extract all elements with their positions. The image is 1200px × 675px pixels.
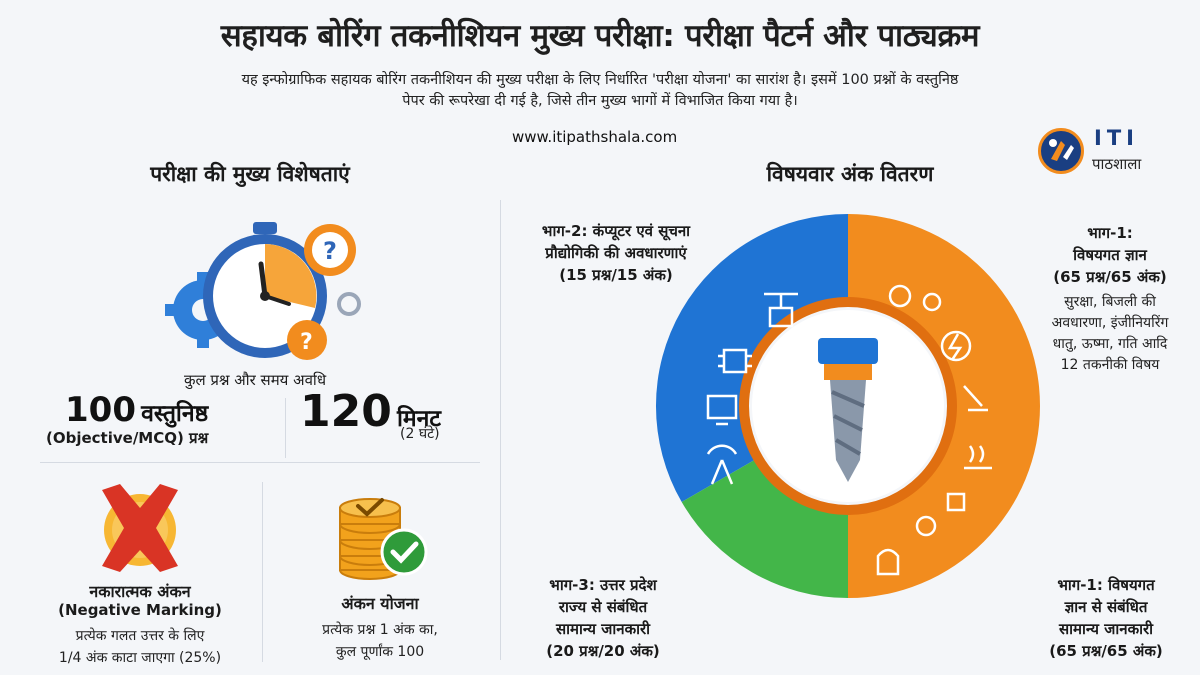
chip-icon xyxy=(718,348,752,374)
lightning-icon xyxy=(940,330,972,362)
negative-line-2: 1/4 अंक काटा जाएगा (25%) xyxy=(58,650,222,666)
left-section-heading: परीक्षा की मुख्य विशेषताएं xyxy=(150,162,350,186)
marking-title: अंकन योजना xyxy=(341,594,419,613)
welding-icon xyxy=(963,385,988,412)
computer-icon xyxy=(706,394,738,426)
part2-line-2: प्रौद्योगिकी की अवधारणाएं xyxy=(545,244,687,262)
part1-top-desc-1: सुरक्षा, बिजली की xyxy=(1064,294,1156,310)
questions-sub: (Objective/MCQ) प्रश्न xyxy=(46,429,209,447)
question-icon: ? ? xyxy=(287,224,356,360)
duration-number: 120 xyxy=(300,386,392,437)
part1-top-line-3: (65 प्रश्न/65 अंक) xyxy=(1053,268,1167,286)
time-caption: कुल प्रश्न और समय अवधि xyxy=(183,371,327,389)
part3-line-2: राज्य से संबंधित xyxy=(558,598,648,616)
part1-bottom-line-4: (65 प्रश्न/65 अंक) xyxy=(1049,642,1163,660)
negative-title: नकारात्मक अंकन xyxy=(89,582,191,601)
part3-line-4: (20 प्रश्न/20 अंक) xyxy=(546,642,660,660)
part1-top-desc-3: धातु, ऊष्मा, गति आदि xyxy=(1052,336,1168,352)
duration-stat: 120 मिनट xyxy=(300,386,500,437)
part1-top-line-1: भाग-1: xyxy=(1087,224,1133,242)
page-title: सहायक बोरिंग तकनीशियन मुख्य परीक्षा: परी… xyxy=(220,18,980,54)
part3-line-3: सामान्य जानकारी xyxy=(556,620,650,638)
part3-line-1: भाग-3: उत्तर प्रदेश xyxy=(549,576,657,594)
marking-line-2: कुल पूर्णांक 100 xyxy=(335,644,425,660)
svg-text:?: ? xyxy=(300,330,313,355)
website-text: www.itipathshala.com xyxy=(512,128,678,146)
stopwatch-icon: ? ? xyxy=(165,222,361,360)
part1-bottom-line-2: ज्ञान से संबंधित xyxy=(1064,598,1148,616)
donut-segment-part3 xyxy=(681,458,848,598)
robot-icon xyxy=(915,492,966,537)
svg-text:?: ? xyxy=(323,237,337,265)
part1-bottom-line-3: सामान्य जानकारी xyxy=(1059,620,1153,638)
stat-divider xyxy=(285,398,286,458)
cross-icon xyxy=(102,484,178,572)
part1-top-line-2: विषयगत ज्ञान xyxy=(1073,246,1147,264)
panel-divider xyxy=(500,200,501,660)
intro-text: यह इन्फोग्राफिक सहायक बोरिंग तकनीशियन की… xyxy=(60,70,1140,112)
negative-line-1: प्रत्येक गलत उत्तर के लिए xyxy=(75,628,205,644)
temple-icon xyxy=(876,548,900,576)
antenna-icon xyxy=(706,444,738,485)
part2-line-3: (15 प्रश्न/15 अंक) xyxy=(559,266,673,284)
drill-bit-icon xyxy=(818,338,878,482)
intro-line-2: पेपर की रूपरेखा दी गई है, जिसे तीन मुख्य… xyxy=(402,93,798,109)
part2-label: भाग-2: कंप्यूटर एवं सूचना प्रौद्योगिकी क… xyxy=(500,220,732,286)
heat-icon xyxy=(964,445,992,470)
questions-stat: 100 वस्तुनिष्ठ xyxy=(65,390,275,430)
logo-emblem-icon xyxy=(1038,128,1084,174)
network-icon xyxy=(764,292,798,328)
check-icon xyxy=(380,528,428,576)
questions-number: 100 xyxy=(65,390,136,430)
logo-subtitle: पाठशाला xyxy=(1092,155,1142,173)
iti-logo: ITI पाठशाला xyxy=(1038,126,1178,178)
negative-title-en: (Negative Marking) xyxy=(58,601,222,619)
intro-line-1: यह इन्फोग्राफिक सहायक बोरिंग तकनीशियन की… xyxy=(241,72,959,88)
lower-divider xyxy=(262,482,263,662)
duration-sub: (2 घंटे) xyxy=(400,426,440,442)
part1-top-desc-4: 12 तकनीकी विषय xyxy=(1060,357,1160,373)
questions-word: वस्तुनिष्ठ xyxy=(141,401,209,427)
gear-icon xyxy=(888,284,942,312)
logo-brand: ITI xyxy=(1094,126,1139,150)
part1-bottom-line-1: भाग-1: विषयगत xyxy=(1057,576,1155,594)
part2-line-1: भाग-2: कंप्यूटर एवं सूचना xyxy=(541,222,691,240)
part1-top-label: भाग-1: विषयगत ज्ञान (65 प्रश्न/65 अंक) स… xyxy=(1020,222,1200,376)
duration-word: मिनट xyxy=(396,406,442,432)
part1-top-desc-2: अवधारणा, इंजीनियरिंग xyxy=(1051,315,1169,331)
horizontal-divider xyxy=(40,462,480,463)
distribution-donut-chart xyxy=(655,214,1040,598)
part3-label: भाग-3: उत्तर प्रदेश राज्य से संबंधित साम… xyxy=(508,574,698,662)
coin-stack-icon xyxy=(339,498,428,580)
right-section-heading: विषयवार अंक वितरण xyxy=(766,162,934,186)
part1-bottom-label: भाग-1: विषयगत ज्ञान से संबंधित सामान्य ज… xyxy=(1012,574,1200,662)
marking-line-1: प्रत्येक प्रश्न 1 अंक का, xyxy=(322,622,438,638)
